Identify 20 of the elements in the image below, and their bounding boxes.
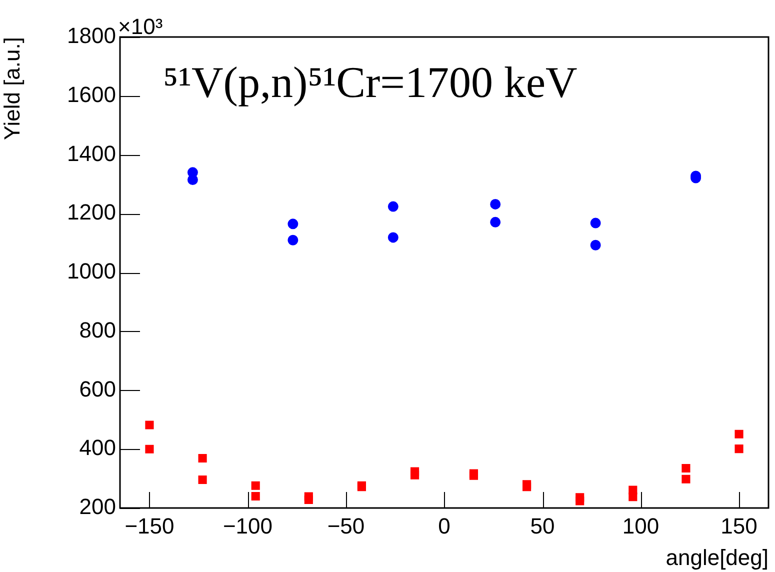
y-tick-label: 1000 [67,258,116,284]
y-tick-label: 1200 [67,200,116,225]
x-tick-label: 0 [438,513,450,538]
y-tick-label: 1400 [67,140,116,166]
x-tick-label: 150 [720,513,758,538]
x-tick-label: 50 [530,513,555,538]
x-tick-label: 100 [622,513,660,538]
y-tick-label: 800 [79,317,116,342]
y-tick-label: 1800 [67,23,116,48]
x-tick-label: −150 [124,513,174,538]
y-tick-label: 600 [79,376,116,402]
x-axis-title: angle[deg] [666,544,768,570]
y-tick-label: 200 [79,494,116,520]
y-tick-label: 400 [79,435,116,460]
text: ⁵¹V(p,n)⁵¹Cr=1700 keV [163,58,578,107]
y-tick-label: 1600 [67,82,116,107]
y-axis-title: Yield [a.u.] [0,37,24,140]
x-tick-label: −50 [327,513,365,538]
annotation: ×10³ [118,14,163,40]
x-tick-label: −100 [222,513,273,538]
